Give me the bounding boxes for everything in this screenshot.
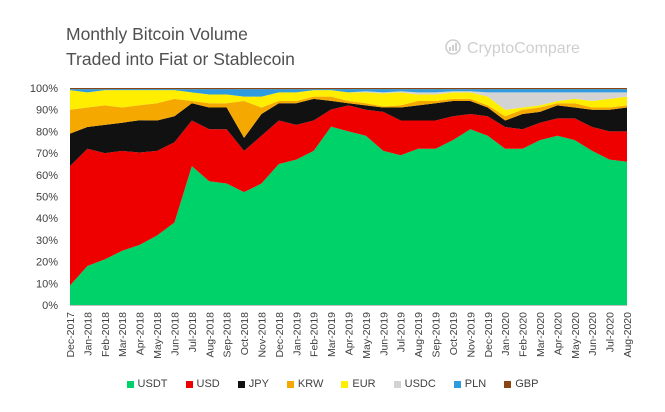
chart-axes: 0% 10% 20% 30% 40% 50% 60% 70% 80% 90% 100% Dec-201… <box>30 83 634 359</box>
chart-legend: USDT USD JPY KRW EUR USDC PLN GBP <box>0 378 665 390</box>
x-tick-label: Jun-2019 <box>378 312 390 356</box>
brand-logo-icon <box>445 39 461 55</box>
x-tick-label: Dec-2018 <box>274 312 286 358</box>
brand-logo: CryptoCompare <box>444 39 580 58</box>
x-tick-label: Sep-2018 <box>222 312 234 358</box>
chart-title: Monthly Bitcoin Volume Traded into Fiat … <box>66 22 295 72</box>
y-tick-label: 30% <box>36 235 58 247</box>
legend-label: EUR <box>352 378 376 390</box>
x-tick-label: Sep-2019 <box>431 312 443 358</box>
x-tick-label: Nov-2019 <box>465 312 477 358</box>
x-tick-label: Jul-2019 <box>396 312 408 352</box>
legend-item-usdc: USDC <box>393 378 436 390</box>
legend-swatch <box>126 380 134 388</box>
area-krw <box>70 96 627 138</box>
legend-item-usd: USD <box>185 378 220 390</box>
y-tick-label: 20% <box>36 257 58 269</box>
x-tick-label: Feb-2019 <box>309 312 321 357</box>
legend-swatch <box>453 380 461 388</box>
y-tick-label: 40% <box>36 213 58 225</box>
y-tick-label: 60% <box>36 170 58 182</box>
x-tick-label: May-2019 <box>361 312 373 359</box>
legend-swatch <box>393 380 401 388</box>
x-tick-label: Jan-2019 <box>291 312 303 356</box>
y-tick-label: 80% <box>36 126 58 138</box>
area-jpy <box>70 98 627 167</box>
x-tick-label: Jun-2018 <box>169 312 181 356</box>
area-gbp <box>70 88 627 90</box>
y-tick-label: 0% <box>42 300 58 312</box>
y-tick-label: 100% <box>30 83 58 95</box>
x-tick-label: Jan-2018 <box>82 312 94 356</box>
x-tick-label: Jul-2020 <box>605 312 617 352</box>
x-tick-label: Mar-2018 <box>117 312 129 357</box>
legend-swatch <box>237 380 245 388</box>
legend-label: USD <box>196 378 220 390</box>
x-tick-label: Aug-2018 <box>204 312 216 358</box>
y-tick-label: 50% <box>36 192 58 204</box>
area-eur <box>70 90 627 117</box>
legend-label: KRW <box>297 378 324 390</box>
chart-title-line-2: Traded into Fiat or Stablecoin <box>66 49 295 69</box>
legend-swatch <box>185 380 193 388</box>
area-usdc <box>70 90 627 110</box>
legend-swatch <box>504 380 512 388</box>
legend-item-gbp: GBP <box>504 378 538 390</box>
x-tick-label: Dec-2017 <box>65 312 77 358</box>
legend-label: USDC <box>404 378 436 390</box>
brand-name: CryptoCompare <box>467 40 580 57</box>
x-tick-label: May-2018 <box>152 312 164 359</box>
x-tick-label: Jun-2020 <box>587 312 599 356</box>
x-tick-label: Feb-2018 <box>100 312 112 357</box>
x-tick-label: Oct-2018 <box>239 312 251 355</box>
y-tick-label: 10% <box>36 278 58 290</box>
legend-item-krw: KRW <box>286 378 324 390</box>
x-tick-label: Apr-2019 <box>344 312 356 355</box>
area-usdt <box>70 126 627 305</box>
x-tick-label: Apr-2020 <box>552 312 564 355</box>
x-tick-label: Aug-2020 <box>622 312 634 358</box>
legend-swatch <box>286 380 294 388</box>
legend-item-pln: PLN <box>453 378 487 390</box>
legend-item-usdt: USDT <box>126 378 168 390</box>
x-tick-label: Oct-2019 <box>448 312 460 355</box>
x-tick-label: Jul-2018 <box>187 312 199 352</box>
y-tick-label: 90% <box>36 105 58 117</box>
x-tick-label: Dec-2019 <box>483 312 495 358</box>
x-tick-label: May-2020 <box>570 312 582 359</box>
area-usd <box>70 105 627 286</box>
legend-label: PLN <box>464 378 487 390</box>
legend-label: JPY <box>248 378 269 390</box>
x-tick-label: Nov-2018 <box>256 312 268 358</box>
x-tick-label: Aug-2019 <box>413 312 425 358</box>
y-tick-label: 70% <box>36 148 58 160</box>
x-tick-label: Mar-2019 <box>326 312 338 357</box>
x-tick-label: Apr-2018 <box>135 312 147 355</box>
x-tick-label: Feb-2020 <box>518 312 530 357</box>
legend-label: GBP <box>515 378 539 390</box>
chart-areas <box>70 88 627 305</box>
legend-item-jpy: JPY <box>237 378 269 390</box>
legend-item-eur: EUR <box>341 378 376 390</box>
x-tick-label: Mar-2020 <box>535 312 547 357</box>
legend-swatch <box>341 380 349 388</box>
legend-label: USDT <box>137 378 168 390</box>
x-tick-label: Jan-2020 <box>500 312 512 356</box>
chart-title-line-1: Monthly Bitcoin Volume <box>66 24 248 44</box>
area-pln <box>70 89 627 97</box>
